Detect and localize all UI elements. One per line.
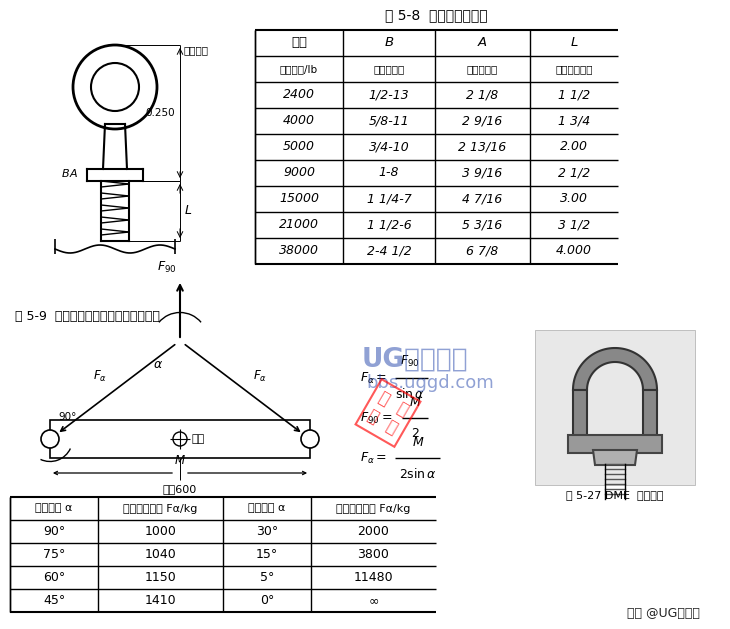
Text: ∞: ∞ (369, 594, 379, 607)
Polygon shape (573, 390, 587, 440)
Text: 1/2-13: 1/2-13 (369, 89, 410, 101)
Text: $2$: $2$ (411, 427, 419, 440)
Text: 5°: 5° (260, 571, 274, 584)
Text: L: L (570, 36, 577, 50)
Text: 2 9/16: 2 9/16 (462, 114, 503, 128)
Text: 3 9/16: 3 9/16 (462, 167, 503, 179)
Text: 75°: 75° (43, 548, 65, 561)
Text: 允许负荷/lb: 允许负荷/lb (280, 64, 318, 74)
Text: 3.00: 3.00 (560, 192, 588, 206)
Text: 1 1/2: 1 1/2 (558, 89, 590, 101)
Text: 4.000: 4.000 (556, 245, 592, 257)
Polygon shape (568, 435, 662, 453)
Text: 1410: 1410 (145, 594, 177, 607)
Text: 0.250: 0.250 (145, 108, 175, 118)
Text: 3 1/2: 3 1/2 (558, 218, 590, 231)
Text: 螺纹孔深度: 螺纹孔深度 (373, 64, 404, 74)
Text: 旋转长度: 旋转长度 (183, 45, 208, 55)
Text: 6 7/8: 6 7/8 (466, 245, 499, 257)
Text: 2 1/2: 2 1/2 (558, 167, 590, 179)
Text: 30°: 30° (256, 525, 278, 538)
Text: 1150: 1150 (145, 571, 177, 584)
Text: 1-8: 1-8 (379, 167, 399, 179)
Text: 头条 @UG小模雨: 头条 @UG小模雨 (627, 607, 700, 620)
Text: 38000: 38000 (279, 245, 319, 257)
Text: $M$: $M$ (174, 454, 186, 467)
Text: $F_\alpha$: $F_\alpha$ (253, 369, 267, 384)
Circle shape (41, 430, 59, 448)
Text: 1 3/4: 1 3/4 (558, 114, 590, 128)
Text: UG技术论坛: UG技术论坛 (361, 347, 469, 373)
Text: B: B (385, 36, 393, 50)
Text: 3800: 3800 (358, 548, 389, 561)
Text: 图 5-27 DME  旋转吊环: 图 5-27 DME 旋转吊环 (566, 490, 664, 500)
Text: $F_{90}$: $F_{90}$ (157, 260, 177, 275)
Text: 11480: 11480 (354, 571, 393, 584)
Text: 4000: 4000 (283, 114, 315, 128)
Text: 60°: 60° (43, 571, 65, 584)
Text: 底径孔深度: 底径孔深度 (467, 64, 498, 74)
Text: $\alpha$: $\alpha$ (153, 359, 163, 372)
Text: $M$: $M$ (409, 396, 421, 409)
Text: 2-4 1/2: 2-4 1/2 (366, 245, 412, 257)
Text: 1040: 1040 (145, 548, 177, 561)
Text: 表 5-9  吊环螺栓不同吊链夹角下的载荷: 表 5-9 吊环螺栓不同吊链夹角下的载荷 (15, 309, 160, 323)
Text: 5000: 5000 (283, 140, 315, 153)
Text: 1000: 1000 (145, 525, 177, 538)
Polygon shape (593, 450, 637, 465)
Text: 最大600: 最大600 (163, 484, 197, 494)
Text: 2 1/8: 2 1/8 (466, 89, 499, 101)
Text: 4 7/16: 4 7/16 (462, 192, 503, 206)
Text: 每个链的负载 Fα/kg: 每个链的负载 Fα/kg (337, 503, 411, 513)
Text: 5/8-11: 5/8-11 (369, 114, 410, 128)
Text: 2400: 2400 (283, 89, 315, 101)
Text: 9000: 9000 (283, 167, 315, 179)
Polygon shape (643, 390, 657, 440)
Bar (535, 330, 695, 485)
Text: 5 3/16: 5 3/16 (462, 218, 503, 231)
Text: 2000: 2000 (358, 525, 389, 538)
Text: bbs.uggd.com: bbs.uggd.com (366, 374, 494, 392)
Text: $F_{90}=$: $F_{90}=$ (360, 411, 392, 426)
Text: 45°: 45° (43, 594, 65, 607)
Text: B: B (61, 169, 69, 179)
Text: $\sin\alpha$: $\sin\alpha$ (395, 387, 425, 401)
Text: 规范: 规范 (291, 36, 307, 50)
Text: 重心: 重心 (192, 434, 205, 444)
Text: 1 1/4-7: 1 1/4-7 (366, 192, 412, 206)
Text: 3/4-10: 3/4-10 (369, 140, 410, 153)
Text: 2.00: 2.00 (560, 140, 588, 153)
Text: 90°: 90° (43, 525, 65, 538)
Text: $F_\alpha$: $F_\alpha$ (93, 369, 107, 384)
Text: 1 1/2-6: 1 1/2-6 (366, 218, 412, 231)
Text: $M$: $M$ (412, 436, 424, 449)
Text: 2 13/16: 2 13/16 (458, 140, 507, 153)
PathPatch shape (573, 348, 657, 390)
Text: $F_{90}$: $F_{90}$ (400, 354, 420, 369)
Text: 0°: 0° (260, 594, 274, 607)
Text: 吊链夹角 α: 吊链夹角 α (248, 503, 285, 513)
Text: 15°: 15° (256, 548, 278, 561)
Text: $F_\alpha=$: $F_\alpha=$ (360, 370, 387, 386)
Bar (50, 420, 310, 458)
Text: L: L (185, 204, 192, 218)
Text: 90°: 90° (58, 412, 77, 422)
Text: A: A (69, 169, 77, 179)
Text: 21000: 21000 (279, 218, 319, 231)
Text: $2\sin\alpha$: $2\sin\alpha$ (399, 467, 437, 481)
Text: 每个链的负载 Fα/kg: 每个链的负载 Fα/kg (123, 503, 198, 513)
Text: A: A (478, 36, 487, 50)
Text: 吊链夹角 α: 吊链夹角 α (35, 503, 73, 513)
Text: $F_\alpha=$: $F_\alpha=$ (360, 450, 387, 465)
Text: 表 5-8  英制吊环孔规范: 表 5-8 英制吊环孔规范 (385, 8, 488, 22)
Text: 吊环锣纹长度: 吊环锣纹长度 (556, 64, 593, 74)
Circle shape (301, 430, 319, 448)
Text: 版  权
所  有: 版 权 所 有 (365, 388, 411, 438)
Text: 15000: 15000 (279, 192, 319, 206)
